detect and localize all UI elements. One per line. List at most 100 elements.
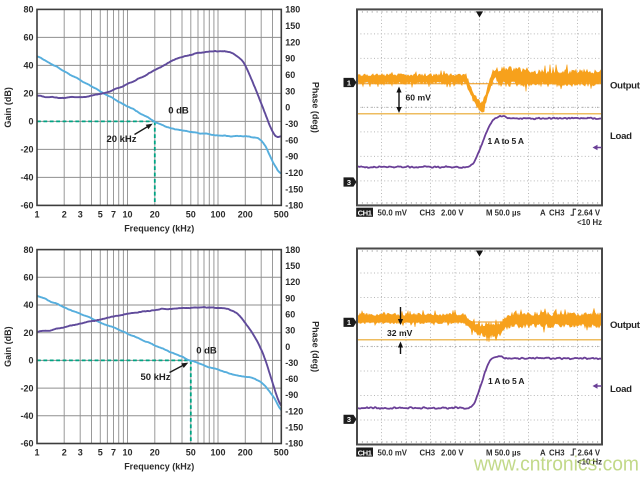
svg-text:CH3: CH3 xyxy=(549,449,565,458)
svg-text:150: 150 xyxy=(285,261,300,271)
svg-text:10: 10 xyxy=(122,448,132,458)
svg-text:120: 120 xyxy=(285,37,300,47)
svg-text:3: 3 xyxy=(78,448,83,458)
svg-text:20 kHz: 20 kHz xyxy=(106,134,136,145)
svg-text:0: 0 xyxy=(28,356,33,366)
svg-text:-20: -20 xyxy=(20,383,33,393)
svg-text:M 50.0 µs: M 50.0 µs xyxy=(486,449,521,458)
svg-text:-60: -60 xyxy=(285,135,298,145)
svg-text:Phase (deg): Phase (deg) xyxy=(310,82,320,133)
svg-text:-40: -40 xyxy=(20,173,33,183)
svg-text:2.64 V: 2.64 V xyxy=(578,449,601,458)
svg-text:180: 180 xyxy=(285,245,300,255)
svg-text:<10 Hz: <10 Hz xyxy=(577,218,602,227)
svg-text:20: 20 xyxy=(23,328,33,338)
svg-text:60: 60 xyxy=(285,70,295,80)
svg-text:5: 5 xyxy=(98,209,103,219)
svg-text:20: 20 xyxy=(150,209,160,219)
svg-text:120: 120 xyxy=(285,277,300,287)
svg-text:200: 200 xyxy=(238,448,253,458)
svg-text:-90: -90 xyxy=(285,390,298,400)
svg-text:20: 20 xyxy=(150,448,160,458)
svg-text:20: 20 xyxy=(23,89,33,99)
svg-text:3: 3 xyxy=(347,415,351,424)
svg-text:40: 40 xyxy=(23,300,33,310)
svg-text:7: 7 xyxy=(111,448,116,458)
svg-text:500: 500 xyxy=(274,448,289,458)
svg-text:500: 500 xyxy=(274,209,289,219)
svg-text:-60: -60 xyxy=(285,374,298,384)
svg-text:180: 180 xyxy=(285,5,300,15)
svg-text:-120: -120 xyxy=(285,168,303,178)
svg-text:-180: -180 xyxy=(285,201,303,211)
svg-text:60: 60 xyxy=(285,309,295,319)
svg-text:1: 1 xyxy=(34,448,39,458)
svg-text:A: A xyxy=(540,449,546,458)
svg-text:32 mV: 32 mV xyxy=(387,328,413,338)
svg-text:CH1: CH1 xyxy=(358,448,373,457)
svg-text:-120: -120 xyxy=(285,406,303,416)
svg-text:1: 1 xyxy=(34,209,39,219)
svg-text:-150: -150 xyxy=(285,423,303,433)
svg-text:M 50.0 µs: M 50.0 µs xyxy=(486,209,521,218)
svg-text:-20: -20 xyxy=(20,145,33,155)
svg-text:0 dB: 0 dB xyxy=(168,106,189,117)
svg-text:7: 7 xyxy=(111,209,116,219)
svg-text:Phase (deg): Phase (deg) xyxy=(310,321,320,372)
svg-text:2.00 V: 2.00 V xyxy=(441,449,464,458)
svg-text:200: 200 xyxy=(238,209,253,219)
svg-text:-150: -150 xyxy=(285,184,303,194)
svg-text:Frequency (kHz): Frequency (kHz) xyxy=(124,223,194,233)
svg-text:0 dB: 0 dB xyxy=(196,346,217,357)
svg-text:1: 1 xyxy=(347,78,351,87)
svg-text:5: 5 xyxy=(98,448,103,458)
svg-text:Output: Output xyxy=(610,81,641,92)
svg-text:CH3: CH3 xyxy=(420,209,436,218)
svg-text:Load: Load xyxy=(610,384,632,395)
svg-text:2: 2 xyxy=(62,448,67,458)
svg-text:www.cntronics.com: www.cntronics.com xyxy=(473,454,639,476)
svg-text:80: 80 xyxy=(23,245,33,255)
svg-text:1 A to 5 A: 1 A to 5 A xyxy=(488,136,524,146)
svg-text:2.64 V: 2.64 V xyxy=(578,209,601,218)
svg-text:40: 40 xyxy=(23,61,33,71)
svg-text:150: 150 xyxy=(285,21,300,31)
svg-text:Frequency (kHz): Frequency (kHz) xyxy=(124,462,194,472)
svg-text:60: 60 xyxy=(23,273,33,283)
svg-text:3: 3 xyxy=(78,209,83,219)
svg-text:100: 100 xyxy=(210,448,225,458)
svg-text:0: 0 xyxy=(28,117,33,127)
svg-text:CH1: CH1 xyxy=(358,209,373,218)
svg-text:-60: -60 xyxy=(20,201,33,211)
svg-text:10: 10 xyxy=(122,209,132,219)
svg-text:A: A xyxy=(540,209,546,218)
svg-text:90: 90 xyxy=(285,54,295,64)
svg-text:0: 0 xyxy=(285,342,290,352)
svg-text:1: 1 xyxy=(347,318,351,327)
svg-text:Output: Output xyxy=(610,320,641,331)
svg-text:2: 2 xyxy=(62,209,67,219)
svg-text:Load: Load xyxy=(610,131,632,142)
svg-text:60: 60 xyxy=(23,33,33,43)
svg-text:30: 30 xyxy=(285,86,295,96)
svg-text:-30: -30 xyxy=(285,358,298,368)
svg-text:90: 90 xyxy=(285,293,295,303)
svg-text:30: 30 xyxy=(285,326,295,336)
svg-text:60 mV: 60 mV xyxy=(406,93,432,103)
svg-text:100: 100 xyxy=(210,209,225,219)
svg-text:80: 80 xyxy=(23,5,33,15)
svg-text:3: 3 xyxy=(347,178,351,187)
svg-text:50 kHz: 50 kHz xyxy=(140,372,170,383)
svg-text:Gain (dB): Gain (dB) xyxy=(3,326,13,367)
svg-text:-40: -40 xyxy=(20,411,33,421)
svg-text:2.00 V: 2.00 V xyxy=(441,209,464,218)
svg-text:-60: -60 xyxy=(20,439,33,449)
svg-text:50: 50 xyxy=(186,209,196,219)
svg-text:CH3: CH3 xyxy=(549,209,565,218)
svg-text:50: 50 xyxy=(186,448,196,458)
svg-text:-180: -180 xyxy=(285,439,303,449)
svg-text:-90: -90 xyxy=(285,152,298,162)
svg-text:50.0 mV: 50.0 mV xyxy=(378,209,408,218)
svg-text:<10 Hz: <10 Hz xyxy=(577,458,602,467)
svg-text:50.0 mV: 50.0 mV xyxy=(378,449,408,458)
